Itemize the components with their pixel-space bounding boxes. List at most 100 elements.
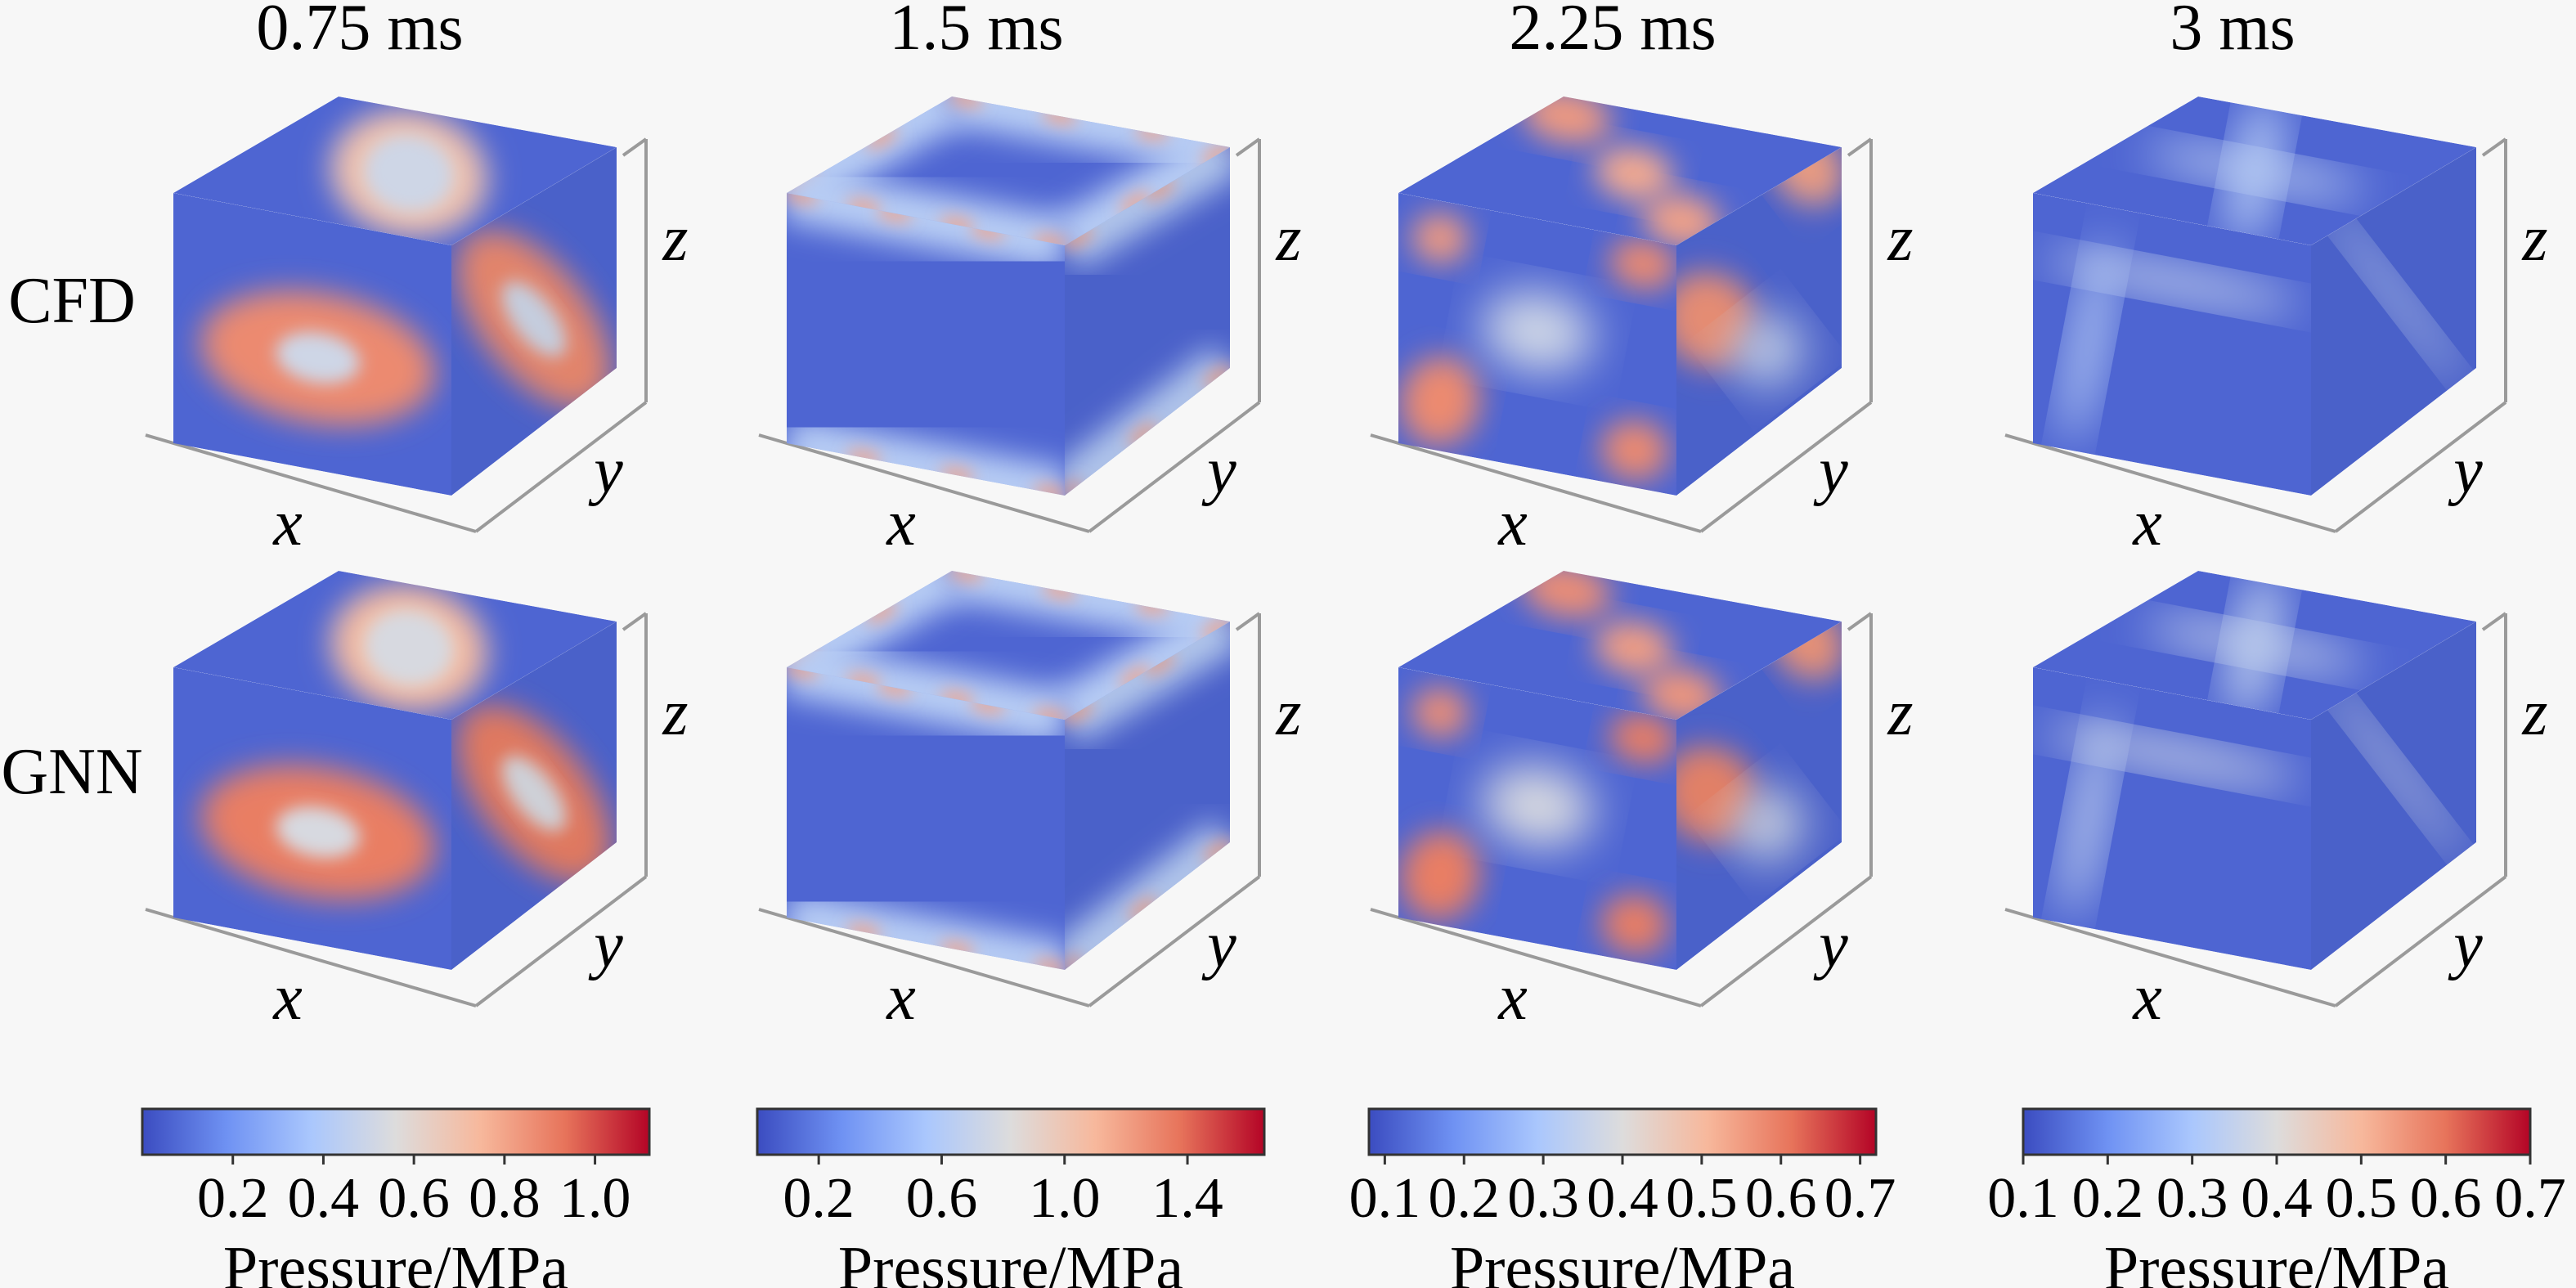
axis-frame [758, 137, 1261, 533]
face-F [787, 193, 1065, 496]
face-R [451, 622, 617, 970]
z-axis-label: z [662, 677, 688, 749]
x-axis-label: x [2132, 487, 2162, 559]
axis-frame [1370, 137, 1873, 533]
z-axis-label: z [2521, 677, 2547, 749]
column-title: 1.5 ms [889, 0, 1063, 64]
face-F [1398, 667, 1676, 970]
colorbar-tick: 0.2 [1429, 1167, 1501, 1230]
colorbar-tick: 1.0 [559, 1167, 631, 1230]
axis-labels: x y z [1497, 677, 1913, 1034]
y-axis-label: y [1201, 909, 1236, 981]
face-F [1398, 193, 1676, 496]
column-title: 2.25 ms [1509, 0, 1716, 64]
colorbar-tick: 0.5 [2326, 1167, 2398, 1230]
colorbar-tick: 0.4 [2241, 1167, 2313, 1230]
face-T [173, 571, 617, 720]
colorbar-tick: 0.8 [469, 1167, 541, 1230]
colorbar-tick: 0.2 [783, 1167, 855, 1230]
x-axis-label: x [886, 487, 916, 559]
colorbar-tick: 0.1 [1349, 1167, 1421, 1230]
x-axis-label: x [272, 487, 303, 559]
axis-labels: x y z [2132, 677, 2547, 1034]
axis-labels: x y z [272, 203, 688, 559]
colorbar-tick: 0.5 [1666, 1167, 1738, 1230]
cube-cfd-2 [758, 96, 1261, 533]
colorbar-label: Pressure/MPa [838, 1234, 1183, 1288]
x-axis-label: x [2132, 962, 2162, 1034]
cube-cfd-1 [145, 96, 648, 533]
cube-cfd-4 [2004, 96, 2507, 533]
colorbar-tick: 0.3 [2156, 1167, 2228, 1230]
face-F [2033, 667, 2311, 970]
colorbar-label: Pressure/MPa [2104, 1234, 2449, 1288]
face-R [2311, 622, 2476, 970]
face-T [787, 96, 1230, 245]
z-axis-label: z [662, 203, 688, 275]
axis-frame [145, 137, 648, 533]
z-axis-label: z [2521, 203, 2547, 275]
row-label-cfd: CFD [8, 265, 136, 337]
row-label-gnn: GNN [1, 736, 142, 808]
face-R [451, 147, 617, 496]
axis-labels: x y z [1497, 203, 1913, 559]
axis-frame [758, 612, 1261, 1008]
axis-frame [2004, 612, 2507, 1008]
z-axis-label: z [1275, 203, 1301, 275]
y-axis-label: y [2448, 435, 2483, 507]
colorbar-label: Pressure/MPa [1450, 1234, 1795, 1288]
colorbar-tick: 0.6 [906, 1167, 978, 1230]
colorbar-tick: 0.2 [197, 1167, 269, 1230]
cube-gnn-2 [758, 571, 1261, 1008]
face-F [173, 193, 451, 496]
colorbar [1367, 1107, 1878, 1165]
colorbar-tick: 1.0 [1029, 1167, 1101, 1230]
colorbar [141, 1107, 651, 1165]
cube-cfd-3 [1370, 96, 1873, 533]
face-R [2311, 147, 2476, 496]
face-T [2033, 571, 2476, 720]
y-axis-label: y [2448, 909, 2483, 981]
colorbar-tick: 0.7 [1824, 1167, 1896, 1230]
x-axis-label: x [1497, 962, 1528, 1034]
cube-gnn-3 [1370, 571, 1873, 1008]
axis-labels: x y z [886, 677, 1301, 1034]
z-axis-label: z [1887, 203, 1913, 275]
colorbar-tick: 0.6 [1745, 1167, 1817, 1230]
colorbar-tick: 0.1 [1987, 1167, 2059, 1230]
cube-gnn-4 [2004, 571, 2507, 1008]
face-F [2033, 193, 2311, 496]
colorbar-tick: 0.2 [2072, 1167, 2144, 1230]
y-axis-label: y [588, 435, 623, 507]
y-axis-label: y [1813, 435, 1848, 507]
colorbar-tick: 0.4 [288, 1167, 360, 1230]
colorbar-tick: 0.6 [2410, 1167, 2482, 1230]
colorbar-tick: 0.6 [378, 1167, 450, 1230]
colorbar-tick: 1.4 [1151, 1167, 1223, 1230]
axis-frame [145, 612, 648, 1008]
face-T [2033, 96, 2476, 245]
x-axis-label: x [886, 962, 916, 1034]
axis-frame [1370, 612, 1873, 1008]
face-F [787, 667, 1065, 970]
face-T [173, 96, 617, 245]
colorbar-tick: 0.3 [1507, 1167, 1579, 1230]
column-title: 3 ms [2170, 0, 2295, 64]
column-title: 0.75 ms [256, 0, 463, 64]
cube-gnn-1 [145, 571, 648, 1008]
y-axis-label: y [1813, 909, 1848, 981]
axis-labels: x y z [2132, 203, 2547, 559]
x-axis-label: x [272, 962, 303, 1034]
face-F [173, 667, 451, 970]
colorbar [2022, 1107, 2532, 1165]
z-axis-label: z [1887, 677, 1913, 749]
colorbar [756, 1107, 1266, 1165]
axis-labels: x y z [272, 677, 688, 1034]
colorbar-tick: 0.4 [1586, 1167, 1658, 1230]
face-T [1398, 571, 1842, 720]
axis-frame [2004, 137, 2507, 533]
y-axis-label: y [1201, 435, 1236, 507]
colorbar-label: Pressure/MPa [223, 1234, 568, 1288]
z-axis-label: z [1275, 677, 1301, 749]
